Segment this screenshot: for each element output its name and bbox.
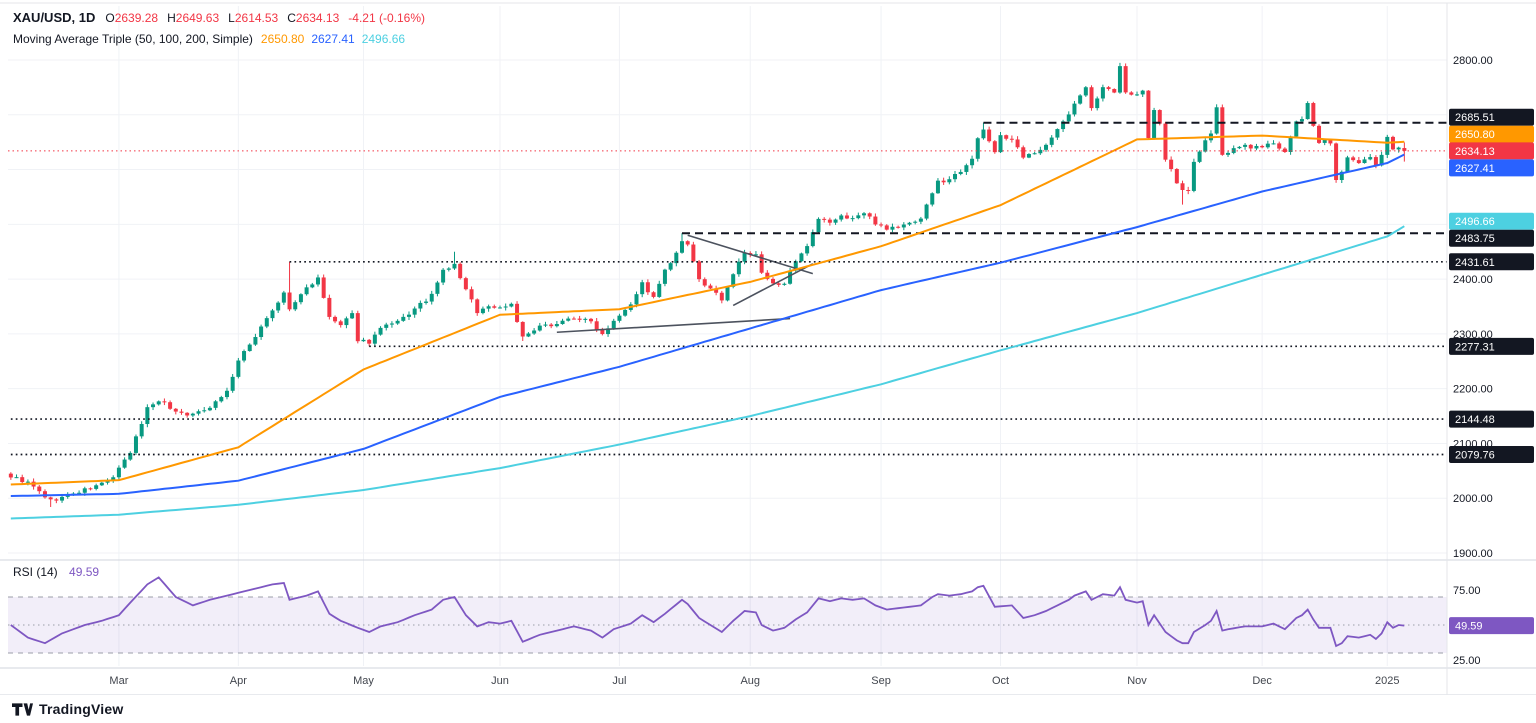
svg-text:49.59: 49.59 — [1455, 621, 1483, 633]
symbol-title[interactable]: XAU/USD, 1D — [13, 10, 96, 25]
price-badge — [1449, 229, 1534, 247]
legend: XAU/USD, 1D O2639.28 H2649.63 L2614.53 C… — [13, 7, 425, 49]
svg-text:2634.13: 2634.13 — [1455, 146, 1495, 158]
indicator-title[interactable]: Moving Average Triple (50, 100, 200, Sim… — [13, 31, 253, 46]
time-axis-label: Mar — [109, 675, 128, 687]
price-badge — [1449, 212, 1534, 230]
ma-line-200 — [10, 225, 1405, 520]
ma200-value: 2496.66 — [361, 31, 406, 46]
price-axis-label: 2200.00 — [1453, 384, 1493, 396]
symbol-legend-row: XAU/USD, 1D O2639.28 H2649.63 L2614.53 C… — [13, 7, 425, 28]
price-badges: 2685.51 2650.80 2634.13 2627.41 2496.66 2483.… — [1449, 108, 1534, 635]
change-value: -4.21 (-0.16%) — [348, 10, 425, 25]
rsi-line — [10, 576, 1405, 648]
indicator-legend-row: Moving Average Triple (50, 100, 200, Sim… — [13, 28, 425, 49]
price-badge — [1449, 159, 1534, 177]
candles — [8, 62, 1407, 507]
time-axis-label: Oct — [992, 675, 1009, 687]
time-axis-label: Dec — [1252, 675, 1272, 687]
svg-text:2483.75: 2483.75 — [1455, 233, 1495, 245]
ohlc-close: C2634.13 — [287, 10, 340, 25]
svg-text:2144.48: 2144.48 — [1455, 414, 1495, 426]
time-axis-label: Nov — [1127, 675, 1147, 687]
rsi-axis-label: 25.00 — [1453, 655, 1481, 667]
time-axis-label: Aug — [740, 675, 760, 687]
price-axis[interactable]: 2800.002400.002300.002200.002100.002000.… — [1453, 55, 1493, 667]
ohlc-low: L2614.53 — [228, 10, 279, 25]
trendline — [732, 263, 814, 307]
price-axis-label: 1900.00 — [1453, 548, 1493, 560]
rsi-title[interactable]: RSI (14) — [13, 565, 58, 579]
brand-name: TradingView — [39, 701, 124, 717]
svg-text:2685.51: 2685.51 — [1455, 112, 1495, 124]
ma50-value: 2650.80 — [260, 31, 305, 46]
svg-text:2431.61: 2431.61 — [1455, 257, 1495, 269]
price-badge — [1449, 125, 1534, 143]
trendline — [556, 317, 791, 334]
svg-text:2277.31: 2277.31 — [1455, 341, 1495, 353]
price-badge — [1449, 410, 1534, 428]
tradingview-logo[interactable]: TradingView — [12, 701, 123, 717]
rsi-badge — [1449, 617, 1534, 635]
level-lines[interactable] — [10, 121, 1447, 456]
price-axis-label: 2800.00 — [1453, 55, 1493, 67]
price-badge — [1449, 108, 1534, 126]
time-axis[interactable]: Mar Apr May Jun Jul Aug Sep Oct Nov Dec 2025 — [109, 675, 1399, 687]
price-badge — [1449, 337, 1534, 355]
time-axis-label: Sep — [871, 675, 891, 687]
pane-separators — [0, 2, 1536, 696]
time-axis-label: May — [353, 675, 374, 687]
footer-bar: TradingView — [0, 695, 1536, 723]
time-axis-label: 2025 — [1375, 675, 1399, 687]
moving-averages — [10, 134, 1405, 520]
ma-line-100 — [10, 153, 1405, 497]
trendline — [687, 234, 814, 275]
time-axis-label: Apr — [230, 675, 247, 687]
svg-text:2650.80: 2650.80 — [1455, 129, 1495, 141]
rsi-band-fill — [8, 597, 1447, 653]
ma-line-50 — [10, 134, 1405, 486]
price-badge — [1449, 142, 1534, 160]
svg-text:2627.41: 2627.41 — [1455, 163, 1495, 175]
price-axis-label: 2000.00 — [1453, 493, 1493, 505]
price-axis-label: 2400.00 — [1453, 274, 1493, 286]
ohlc-open: O2639.28 — [105, 10, 159, 25]
tradingview-logo-icon — [12, 702, 33, 716]
time-axis-label: Jun — [491, 675, 509, 687]
svg-text:2079.76: 2079.76 — [1455, 450, 1495, 462]
ohlc-high: H2649.63 — [167, 10, 220, 25]
time-axis-label: Jul — [612, 675, 626, 687]
rsi-axis-label: 75.00 — [1453, 585, 1481, 597]
trendlines[interactable] — [556, 234, 814, 334]
rsi-pane[interactable] — [8, 576, 1447, 654]
svg-text:2496.66: 2496.66 — [1455, 216, 1495, 228]
grid — [8, 6, 1447, 666]
ma100-value: 2627.41 — [311, 31, 355, 46]
rsi-legend: RSI (14) 49.59 — [13, 565, 99, 579]
rsi-value: 49.59 — [69, 565, 100, 579]
price-badge — [1449, 446, 1534, 464]
price-badge — [1449, 253, 1534, 271]
